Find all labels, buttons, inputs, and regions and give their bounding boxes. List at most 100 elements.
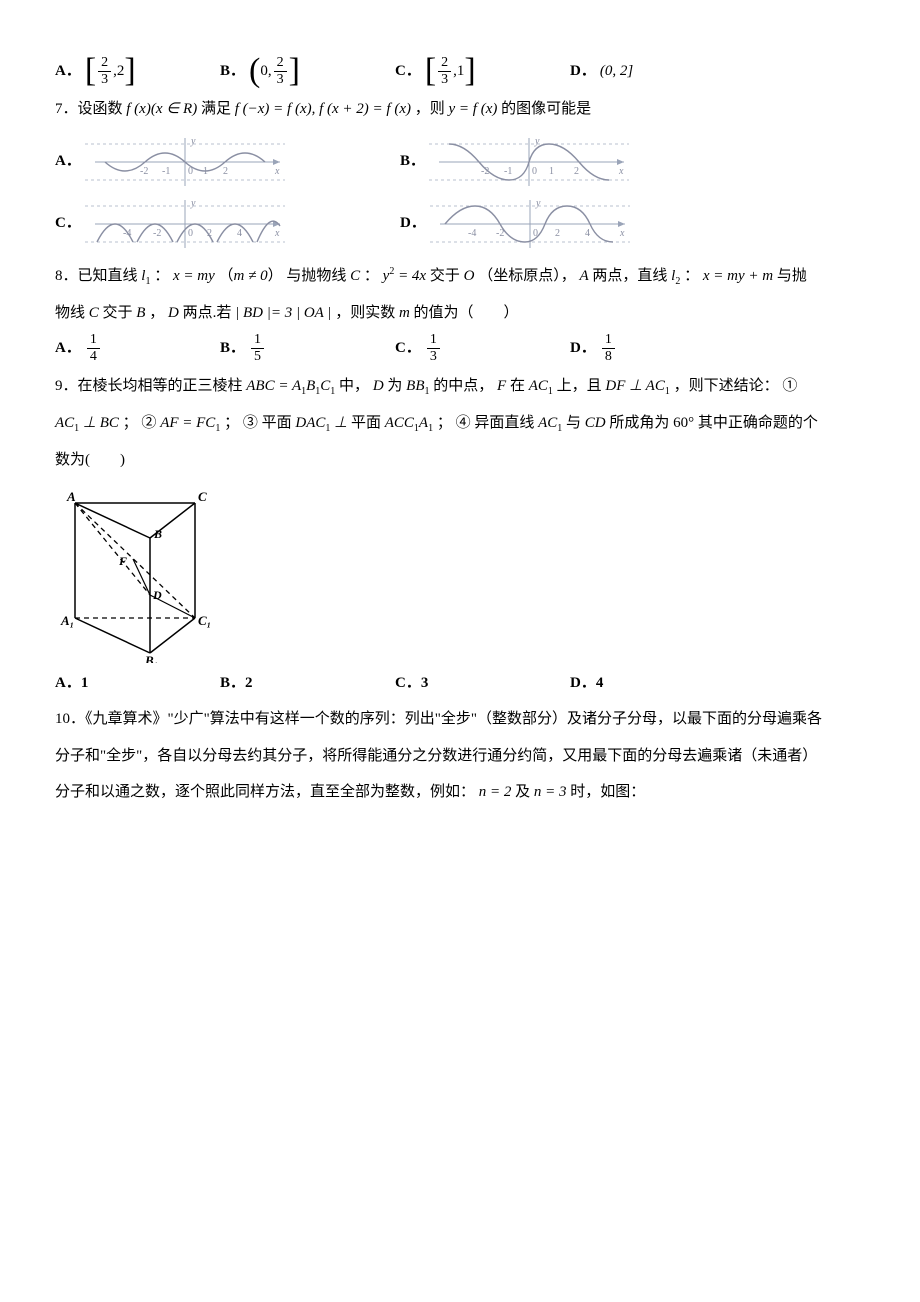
opt-label: C．3 (395, 669, 428, 698)
frac: 15 (251, 333, 264, 364)
q9-line1: 9．在棱长均相等的正三棱柱 ABC = A1B1C1 中， D 为 BB1 的中… (55, 372, 865, 401)
svg-text:F: F (118, 554, 127, 568)
svg-text:C: C (198, 489, 207, 504)
svg-text:0: 0 (532, 166, 537, 177)
svg-text:y: y (190, 198, 196, 209)
svg-text:-1: -1 (504, 166, 512, 177)
q7-opt-d: D． -4 -2 0 2 4 y x (400, 196, 630, 252)
graph-b: -2 -1 0 1 2 y x (429, 134, 629, 190)
q6-opt-b: B． ( 0 , 23 ] (220, 56, 395, 87)
q9-prism-figure: A C B F D A₁ C₁ B₁ (55, 483, 865, 663)
interval-c: [ 23 , 1 ] (425, 56, 476, 87)
q8-line1: 8．已知直线 l1 ： x = my （m ≠ 0） 与抛物线 C ： y2 =… (55, 262, 865, 291)
opt-label: C． (55, 209, 81, 238)
svg-text:-2: -2 (481, 166, 489, 177)
q10-line2: 分子和"全步"，各自以分母去约其分子，将所得能通分之分数进行通分约简，又用最下面… (55, 742, 865, 771)
svg-text:-2: -2 (153, 228, 161, 239)
svg-text:x: x (274, 228, 280, 239)
frac: 13 (427, 333, 440, 364)
svg-text:2: 2 (223, 166, 228, 177)
svg-text:B: B (153, 527, 162, 541)
svg-text:0: 0 (188, 228, 193, 239)
interval-b: ( 0 , 23 ] (249, 56, 300, 87)
q8-opt-d: D． 18 (570, 333, 730, 364)
q6-opt-d: D． (0, 2] (570, 57, 730, 86)
svg-text:1: 1 (203, 166, 208, 177)
q8-opt-a: A． 14 (55, 333, 220, 364)
svg-text:-4: -4 (468, 228, 476, 239)
q6-opt-a: A． [ 23 , 2 ] (55, 56, 220, 87)
svg-text:2: 2 (555, 228, 560, 239)
q7-opt-a: A． -2 -1 0 1 2 y x (55, 134, 400, 190)
q7-graphs-row1: A． -2 -1 0 1 2 y x B． (55, 134, 865, 190)
svg-text:-4: -4 (123, 228, 131, 239)
frac: 23 (98, 56, 111, 87)
svg-text:y: y (534, 136, 540, 147)
opt-label: D． (570, 57, 596, 86)
q9-line3: 数为( ) (55, 446, 865, 475)
frac: 23 (438, 56, 451, 87)
frac: 23 (274, 56, 287, 87)
q10-line1: 10．《九章算术》"少广"算法中有这样一个数的序列：列出"全步"（整数部分）及诸… (55, 705, 865, 734)
opt-label: D． (570, 334, 596, 363)
svg-text:C₁: C₁ (198, 613, 211, 628)
opt-label: B． (220, 57, 245, 86)
opt-label: B． (400, 147, 425, 176)
interval-d: (0, 2] (600, 57, 633, 86)
svg-text:B₁: B₁ (144, 653, 158, 663)
graph-c: -4 -2 0 2 4 y x (85, 196, 285, 252)
q7-opt-c: C． -4 -2 0 2 4 y x (55, 196, 400, 252)
prism-svg: A C B F D A₁ C₁ B₁ (55, 483, 215, 663)
svg-text:x: x (619, 228, 625, 239)
opt-label: A． (55, 147, 81, 176)
q10-line3: 分子和以通之数，逐个照此同样方法，直至全部为整数，例如： n = 2 及 n =… (55, 778, 865, 807)
opt-label: C． (395, 334, 421, 363)
q9-opt-c: C．3 (395, 669, 570, 698)
q8-opt-c: C． 13 (395, 333, 570, 364)
svg-text:y: y (535, 198, 541, 209)
svg-text:-2: -2 (496, 228, 504, 239)
svg-text:x: x (618, 166, 624, 177)
graph-d-svg: -4 -2 0 2 4 y x (430, 196, 630, 252)
svg-text:-1: -1 (162, 166, 170, 177)
q7-stem: 7．设函数 f (x)(x ∈ R) 满足 f (−x) = f (x), f … (55, 95, 865, 124)
frac: 14 (87, 333, 100, 364)
q9-opt-a: A．1 (55, 669, 220, 698)
opt-label: B． (220, 334, 245, 363)
svg-text:A: A (66, 489, 76, 504)
opt-label: B．2 (220, 669, 253, 698)
svg-text:0: 0 (188, 166, 193, 177)
frac: 18 (602, 333, 615, 364)
opt-label: C． (395, 57, 421, 86)
graph-c-svg: -4 -2 0 2 4 y x (85, 196, 285, 252)
graph-a-svg: -2 -1 0 1 2 y x (85, 134, 285, 190)
q9-line2: AC1 ⊥ BC ； ② AF = FC1 ； ③ 平面 DAC1 ⊥ 平面 A… (55, 409, 865, 438)
graph-a: -2 -1 0 1 2 y x (85, 134, 285, 190)
svg-text:2: 2 (574, 166, 579, 177)
q6-opt-c: C． [ 23 , 1 ] (395, 56, 570, 87)
q8-line2: 物线 C 交于 B ， D 两点.若 | BD |= 3 | OA | ，则实数… (55, 299, 865, 328)
q9-options-row: A．1 B．2 C．3 D．4 (55, 669, 865, 698)
q8-options-row: A． 14 B． 15 C． 13 D． 18 (55, 333, 865, 364)
graph-b-svg: -2 -1 0 1 2 y x (429, 134, 629, 190)
svg-text:-2: -2 (140, 166, 148, 177)
opt-label: D．4 (570, 669, 603, 698)
opt-label: A．1 (55, 669, 88, 698)
svg-text:2: 2 (207, 228, 212, 239)
svg-text:D: D (152, 588, 162, 602)
q7-graphs-row2: C． -4 -2 0 2 4 y x D． (55, 196, 865, 252)
svg-text:4: 4 (585, 228, 590, 239)
q8-opt-b: B． 15 (220, 333, 395, 364)
opt-label: A． (55, 334, 81, 363)
q9-opt-b: B．2 (220, 669, 395, 698)
q6-options-row: A． [ 23 , 2 ] B． ( 0 , 23 ] C． [ (55, 56, 865, 87)
opt-label: A． (55, 57, 81, 86)
svg-text:4: 4 (237, 228, 242, 239)
svg-text:1: 1 (549, 166, 554, 177)
svg-text:0: 0 (533, 228, 538, 239)
svg-text:y: y (190, 136, 196, 147)
svg-text:x: x (274, 166, 280, 177)
q9-opt-d: D．4 (570, 669, 730, 698)
opt-label: D． (400, 209, 426, 238)
graph-d: -4 -2 0 2 4 y x (430, 196, 630, 252)
